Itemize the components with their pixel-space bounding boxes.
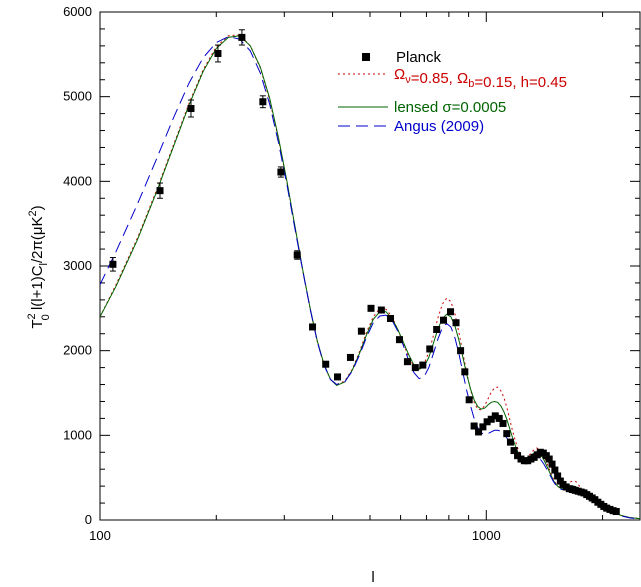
legend-label-part: Ω — [394, 66, 405, 83]
y-axis-label-part: ) — [29, 205, 46, 210]
legend-label-part: ν — [405, 74, 411, 86]
planck-data-point — [545, 455, 553, 463]
planck-data-point — [109, 260, 117, 268]
legend-label-part: =0.15, h=0.45 — [474, 74, 567, 91]
x-axis-label: l — [371, 569, 374, 586]
planck-data-point — [367, 304, 375, 312]
x-tick-label: 100 — [89, 528, 111, 543]
planck-data-point — [411, 364, 419, 372]
legend-label-mond: Ων=0.85, Ωb=0.15, h=0.45 — [394, 66, 567, 91]
y-axis-label-part: 0 — [40, 314, 52, 320]
legend-label-part: lensed σ=0.0005 — [394, 99, 506, 116]
planck-data-point — [426, 345, 434, 353]
planck-data-point — [499, 419, 507, 427]
planck-data-point — [612, 508, 620, 516]
series-lines — [100, 34, 640, 520]
planck-data-point — [491, 412, 499, 420]
planck-data-point — [554, 472, 562, 480]
planck-data-point — [503, 430, 511, 438]
planck-data-point — [238, 33, 246, 41]
legend-label-part: Angus (2009) — [394, 118, 484, 135]
y-axis-label-part: /2π(μK — [29, 216, 46, 263]
legend-label-lensed: lensed σ=0.0005 — [394, 99, 506, 116]
planck-data-point — [322, 360, 330, 368]
planck-data-point — [293, 251, 301, 259]
y-axis-label-part: 2 — [26, 313, 38, 319]
planck-data-point — [357, 327, 365, 335]
planck-data-point — [277, 168, 285, 176]
y-axis-label-part: l(l+1)C — [29, 265, 46, 314]
planck-data-point — [506, 438, 514, 446]
planck-data-point — [479, 423, 487, 431]
planck-data-point — [551, 466, 559, 474]
planck-data-point — [387, 314, 395, 322]
planck-data-point — [187, 105, 195, 113]
plot-area — [100, 29, 640, 520]
legend-label-part: =0.85, — [411, 70, 457, 87]
planck-data-point — [309, 323, 317, 331]
y-axis-tick-labels: 0 1000 2000 3000 4000 5000 6000 — [63, 4, 92, 527]
y-tick-label: 1000 — [63, 427, 92, 442]
planck-data-point — [495, 414, 503, 422]
y-axis-label-part: 2 — [27, 210, 39, 216]
y-tick-label: 6000 — [63, 4, 92, 19]
x-tick-label: 1000 — [472, 528, 501, 543]
planck-data-point — [433, 326, 441, 333]
planck-data-point — [465, 396, 473, 404]
planck-data-point — [487, 415, 495, 423]
planck-data-point — [377, 306, 385, 314]
planck-data-point — [346, 353, 354, 361]
planck-data-point — [395, 336, 403, 344]
planck-data-point — [457, 347, 465, 355]
planck-data-point — [548, 460, 556, 468]
planck-data-point — [214, 49, 222, 57]
planck-data-point — [483, 418, 491, 426]
legend-label-angus: Angus (2009) — [394, 118, 484, 135]
planck-data-point — [447, 308, 455, 316]
y-axis-label: T2 0 l(l+1)Cl/2π(μK2) — [26, 205, 52, 328]
y-axis-ticks — [100, 11, 640, 521]
planck-data-point — [452, 319, 460, 327]
lensed-series-line — [100, 35, 640, 520]
y-tick-label: 2000 — [63, 343, 92, 358]
x-axis-ticks — [99, 12, 604, 520]
planck-data-points — [109, 29, 620, 516]
planck-data-point — [156, 187, 164, 195]
planck-data-point — [419, 361, 427, 369]
y-axis-label-part: l — [38, 263, 50, 265]
y-tick-label: 0 — [85, 512, 92, 527]
planck-data-point — [475, 428, 483, 436]
x-axis-tick-labels: 100 1000 — [89, 528, 501, 543]
legend-label-part: Ω — [457, 70, 468, 87]
angus-series-line — [100, 36, 640, 520]
planck-data-point — [470, 422, 478, 430]
planck-data-point — [259, 98, 267, 106]
planck-data-point — [440, 316, 448, 324]
planck-data-point — [461, 368, 469, 376]
y-tick-label: 5000 — [63, 89, 92, 104]
legend-label-planck: Planck — [396, 49, 442, 66]
planck-data-point — [403, 358, 411, 366]
legend-label-part: Planck — [396, 49, 442, 66]
y-tick-label: 4000 — [63, 173, 92, 188]
y-tick-label: 3000 — [63, 258, 92, 273]
planck-data-point — [334, 373, 342, 381]
y-axis-label-part: T — [29, 319, 46, 328]
planck-data-point — [510, 447, 518, 455]
legend-label-part: b — [468, 78, 474, 90]
legend-marker-planck — [362, 53, 370, 61]
